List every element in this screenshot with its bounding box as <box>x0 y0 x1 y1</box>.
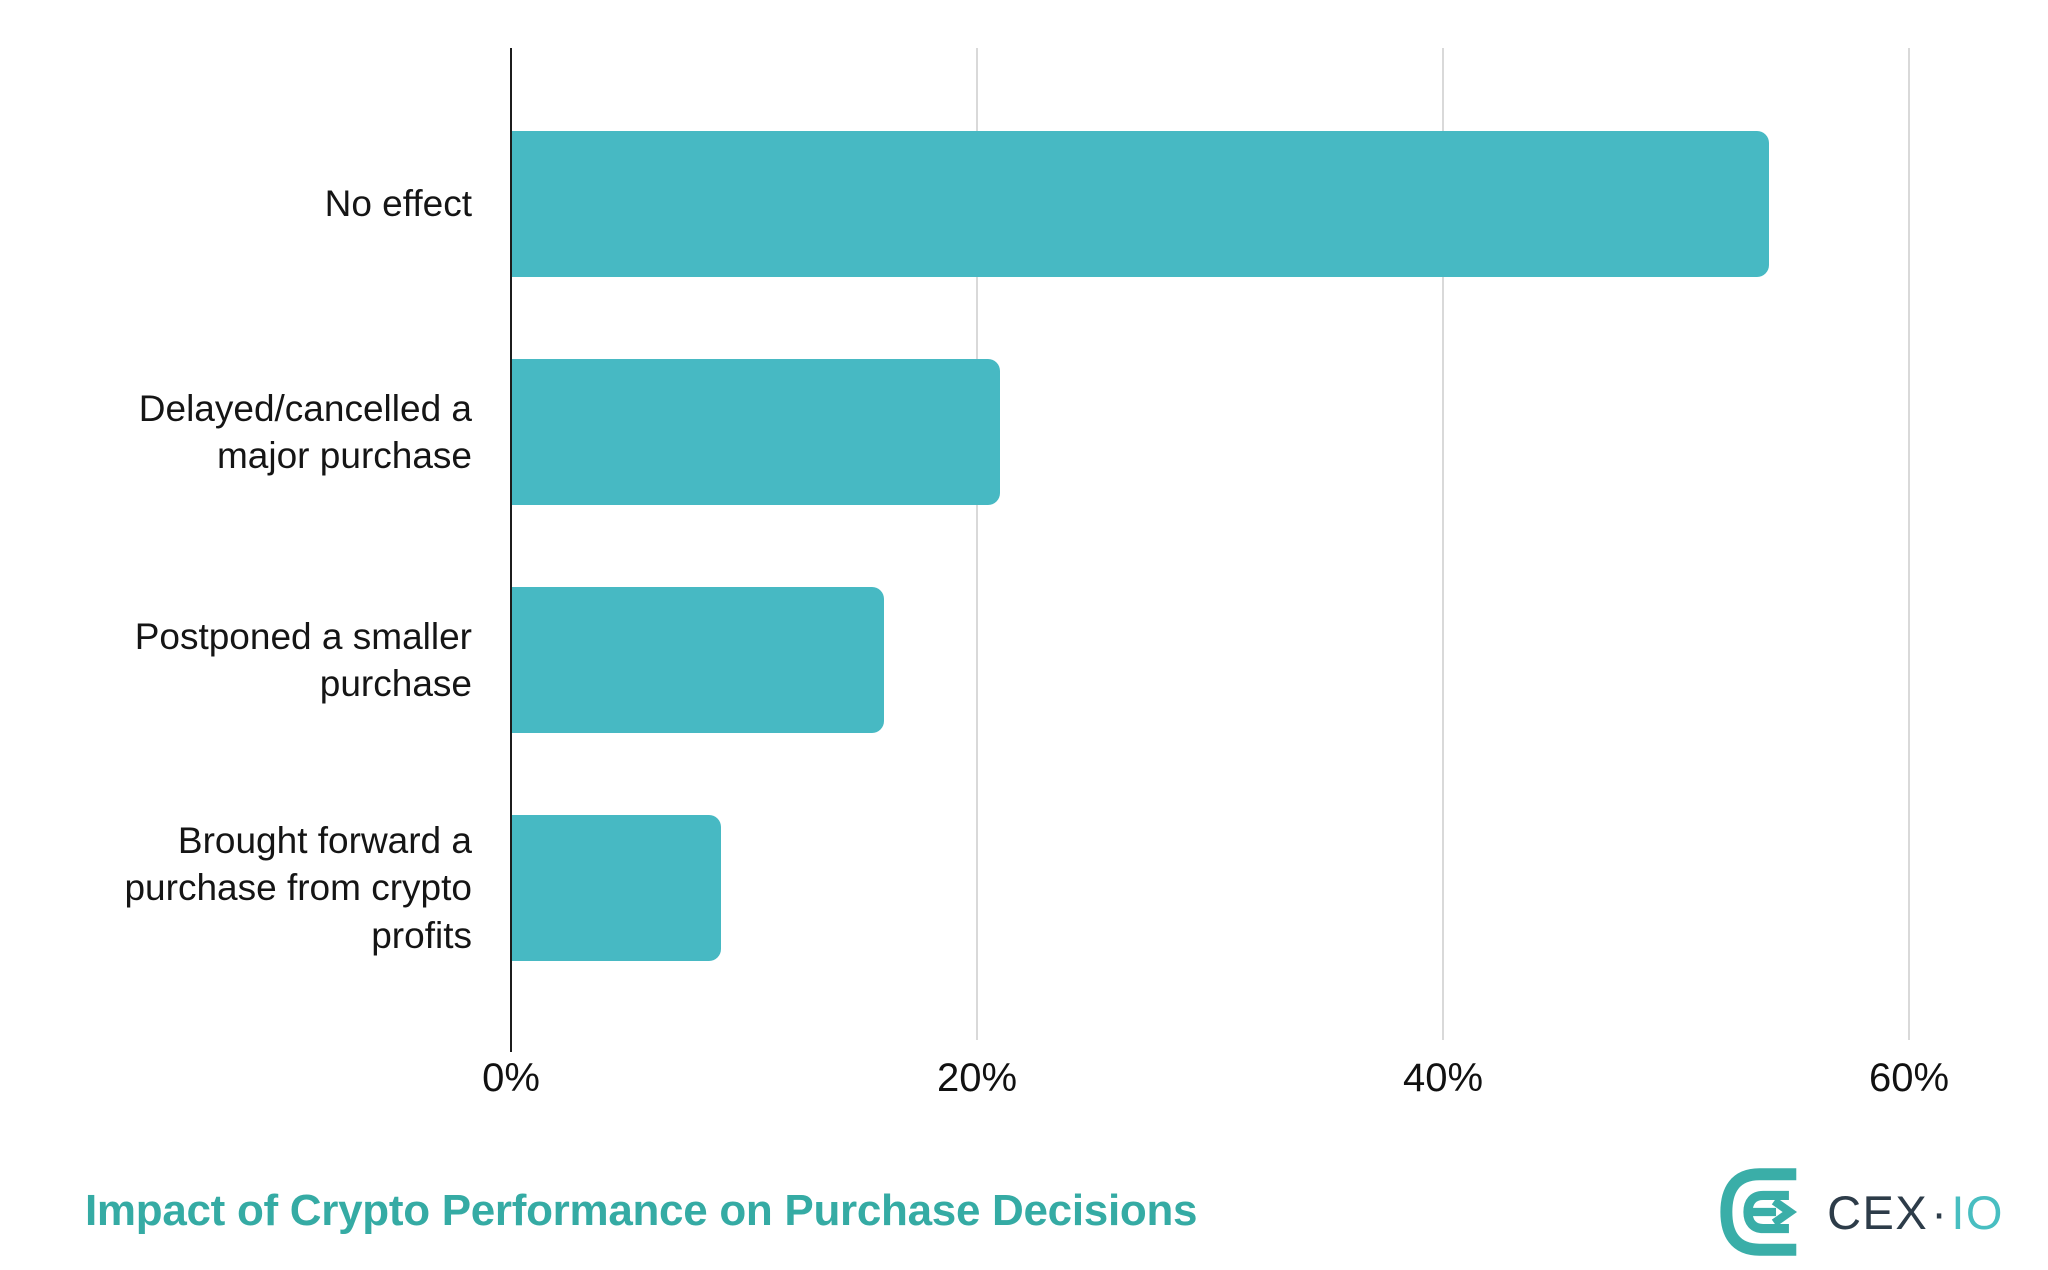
gridline <box>1442 48 1444 1040</box>
category-label: Delayed/cancelled a major purchase <box>138 387 472 476</box>
x-tick-label: 20% <box>936 1056 1018 1100</box>
y-axis-line <box>510 48 512 1052</box>
bar <box>511 359 1001 505</box>
category-label: Brought forward a purchase from crypto p… <box>124 819 472 956</box>
plot-area <box>510 48 2019 1052</box>
category-labels: No effect Delayed/cancelled a major purch… <box>60 48 490 1040</box>
chart-title: Impact of Crypto Performance on Purchase… <box>85 1186 1198 1235</box>
cexio-logo-icon <box>1720 1168 1798 1256</box>
gridline <box>1908 48 1910 1040</box>
bar <box>511 587 884 733</box>
cexio-logo-text: CEX · IO <box>1827 1185 2004 1240</box>
bar <box>511 131 1770 277</box>
x-tick-label: 40% <box>1402 1056 1484 1100</box>
x-tick-label: 60% <box>1868 1056 1950 1100</box>
category-label: No effect <box>324 183 472 225</box>
logo-text-io: IO <box>1951 1185 2004 1239</box>
category-label: Postponed a smaller purchase <box>134 615 472 704</box>
cexio-logo: CEX · IO <box>1719 1164 2004 1260</box>
bar <box>511 815 721 961</box>
logo-separator-dot: · <box>1931 1185 1949 1239</box>
x-axis-tick-labels: 0% 20% 40% 60% <box>482 1056 2019 1112</box>
x-tick-label: 0% <box>482 1056 540 1100</box>
logo-text-cex: CEX <box>1827 1185 1929 1239</box>
gridline <box>976 48 978 1040</box>
